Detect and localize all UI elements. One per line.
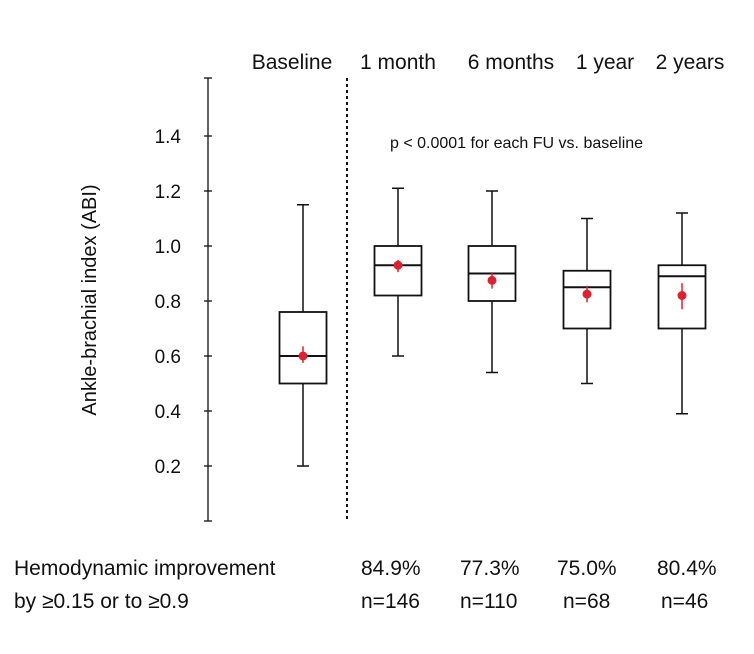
footer-percent-6months: 77.3% xyxy=(460,557,520,580)
y-tick-label: 1.2 xyxy=(155,182,181,203)
mean-marker xyxy=(298,351,308,361)
category-label: Baseline xyxy=(252,51,333,74)
mean-marker xyxy=(677,291,687,300)
box-1-year xyxy=(562,217,612,385)
category-labels: Baseline 1 month 6 months 1 year 2 years xyxy=(252,51,725,74)
box-1-month xyxy=(373,187,423,357)
category-label: 6 months xyxy=(468,51,554,74)
y-tick-label: 0.4 xyxy=(155,402,182,423)
boxes xyxy=(278,187,707,467)
y-axis-label: Ankle-brachial index (ABI) xyxy=(79,184,101,415)
p-value-annotation: p < 0.0001 for each FU vs. baseline xyxy=(390,135,643,152)
footer-count-2years: n=46 xyxy=(661,590,709,613)
category-label: 2 years xyxy=(656,51,725,74)
footer-count-1month: n=146 xyxy=(361,590,420,613)
y-tick-label: 0.6 xyxy=(155,347,181,368)
mean-marker xyxy=(393,260,403,270)
footer-percent-2years: 80.4% xyxy=(657,557,717,580)
category-label: 1 year xyxy=(576,51,634,74)
box-baseline xyxy=(278,204,328,467)
footer-percent-1year: 75.0% xyxy=(557,557,617,580)
y-tick-label: 1.4 xyxy=(155,127,182,148)
box-6-months xyxy=(467,190,517,374)
category-label: 1 month xyxy=(360,51,436,74)
footer-label-line2: by ≥0.15 or to ≥0.9 xyxy=(14,590,189,613)
box-2-years xyxy=(657,212,707,415)
mean-marker xyxy=(582,289,592,299)
footer-label-line1: Hemodynamic improvement xyxy=(14,557,276,580)
y-tick-label: 0.2 xyxy=(155,457,181,478)
y-tick-label: 0.8 xyxy=(155,292,181,313)
footer-percent-1month: 84.9% xyxy=(361,557,421,580)
footer-count-1year: n=68 xyxy=(563,590,611,613)
y-tick-label: 1.0 xyxy=(155,237,181,258)
footer-count-6months: n=110 xyxy=(460,590,518,613)
mean-marker xyxy=(487,275,497,285)
y-axis: 0.2 0.4 0.6 0.8 1.0 1.2 1.4 xyxy=(155,77,212,522)
